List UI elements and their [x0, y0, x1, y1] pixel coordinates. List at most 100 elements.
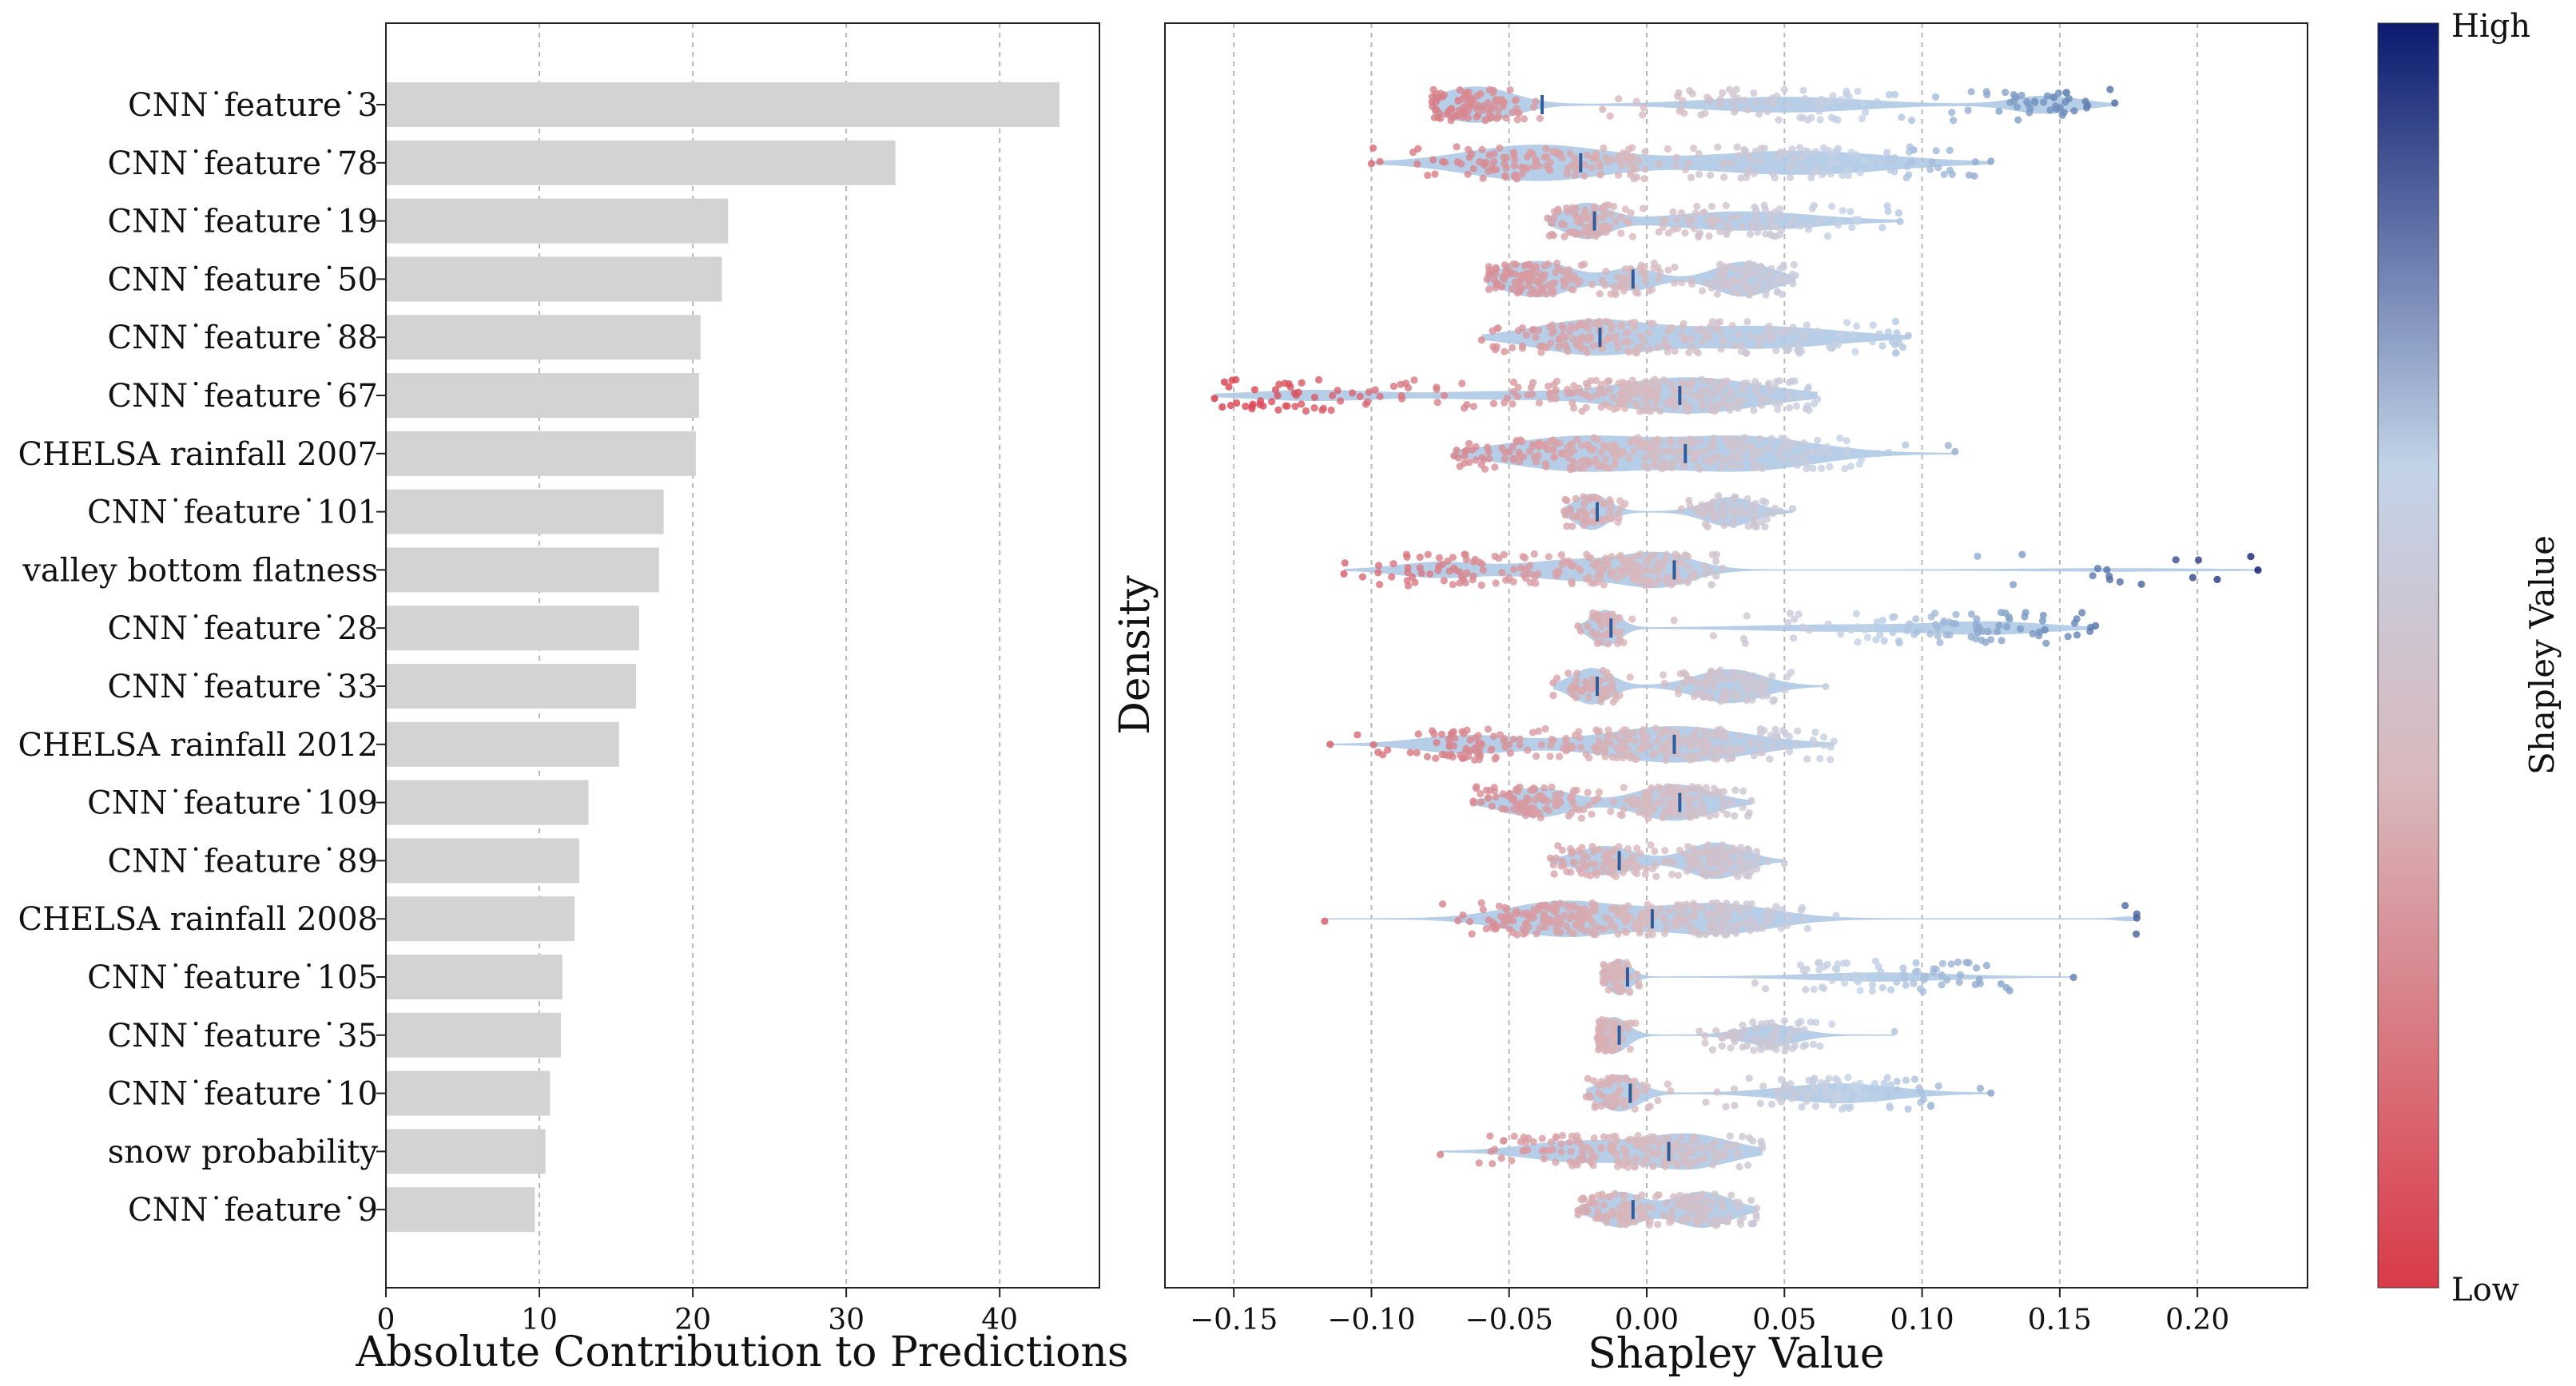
- shap-point: [1548, 219, 1556, 227]
- shap-point: [1751, 521, 1759, 529]
- shap-point: [1734, 212, 1742, 220]
- shap-point: [1454, 916, 1462, 925]
- shap-point: [1964, 106, 1972, 114]
- shap-point: [1315, 375, 1323, 384]
- shap-point: [1835, 221, 1843, 229]
- shap-point: [1635, 808, 1643, 816]
- shap-point: [1755, 264, 1763, 272]
- shap-point: [1630, 800, 1638, 808]
- shap-point: [1739, 918, 1748, 926]
- shap-point: [1686, 435, 1694, 443]
- shap-point: [1542, 145, 1550, 153]
- shap-point: [1934, 632, 1942, 640]
- shap-point: [1702, 931, 1710, 939]
- shap-point: [1704, 377, 1712, 385]
- shap-point: [1787, 1094, 1795, 1102]
- shap-point: [1677, 1134, 1685, 1142]
- shap-point: [1712, 550, 1720, 558]
- shap-point: [1731, 264, 1739, 272]
- shap-point: [1701, 1032, 1709, 1040]
- shap-point: [1750, 169, 1758, 177]
- shap-point: [1577, 814, 1585, 822]
- shap-point: [1511, 278, 1519, 286]
- shap-point: [1684, 1213, 1691, 1221]
- shap-point: [1525, 447, 1534, 455]
- bar-x-tick-label: 30: [828, 1304, 865, 1336]
- shap-point: [1752, 98, 1760, 107]
- shap-point: [1984, 628, 1992, 636]
- shap-point: [1749, 1018, 1757, 1027]
- shap-point: [1890, 90, 1899, 98]
- bar-category-label: CNN˙feature˙105: [87, 959, 378, 996]
- shap-point: [1827, 344, 1835, 352]
- shap-point: [1627, 208, 1635, 217]
- shap-point: [1640, 576, 1648, 584]
- shap-point: [1907, 157, 1915, 165]
- shap-point: [1579, 333, 1587, 341]
- shap-point: [1585, 693, 1593, 701]
- shap-point: [1664, 798, 1672, 806]
- shap-point: [1644, 801, 1652, 809]
- shap-point: [1669, 459, 1677, 467]
- shap-point: [1851, 216, 1858, 224]
- shap-point: [1798, 1103, 1806, 1111]
- shap-point: [2021, 609, 2029, 617]
- shap-point: [1686, 86, 1694, 95]
- shap-point: [1677, 209, 1686, 217]
- shap-point: [1525, 1134, 1532, 1142]
- shap-point: [1760, 201, 1768, 209]
- shap-point: [1639, 111, 1647, 119]
- shap-point: [1723, 230, 1731, 238]
- shap-point: [1641, 378, 1649, 386]
- shap-point: [1603, 848, 1611, 856]
- shap-point: [1375, 562, 1383, 570]
- shap-point: [1843, 1090, 1851, 1098]
- shap-point: [2039, 611, 2047, 619]
- shap-point: [1663, 550, 1671, 558]
- shap-point: [1397, 380, 1405, 388]
- shap-point: [1718, 794, 1726, 802]
- shap-point: [1541, 459, 1549, 468]
- shap-point: [1644, 907, 1652, 915]
- shap-point: [1543, 162, 1551, 170]
- shap-point: [1919, 987, 1927, 995]
- shap-point: [1291, 403, 1299, 411]
- shap-point: [1281, 379, 1289, 387]
- shap-point: [1440, 577, 1448, 585]
- shap-point: [1851, 971, 1859, 979]
- shap-point: [1762, 97, 1770, 105]
- shap-point: [1868, 338, 1877, 346]
- shap-point: [1340, 570, 1348, 578]
- shap-point: [1668, 324, 1676, 332]
- shap-point: [1598, 1015, 1606, 1023]
- shap-point: [1540, 796, 1548, 804]
- shap-point: [1810, 985, 1818, 994]
- shap-point: [1640, 810, 1648, 818]
- shap-point: [1818, 464, 1826, 473]
- shap-point: [1250, 386, 1258, 394]
- shap-point: [1580, 507, 1588, 515]
- shap-point: [1616, 497, 1624, 505]
- shap-point: [1713, 669, 1721, 677]
- shap-point: [1779, 455, 1787, 464]
- shap-point: [1807, 173, 1815, 182]
- shap-point: [1601, 753, 1609, 761]
- shap-point: [2006, 987, 2013, 995]
- shap-point: [1700, 1203, 1708, 1211]
- shap-point: [1656, 905, 1664, 913]
- shap-point: [1804, 383, 1812, 391]
- shap-point: [1492, 579, 1500, 587]
- shap-point: [1791, 440, 1799, 448]
- shap-point: [1755, 110, 1763, 118]
- shap-point: [1561, 334, 1569, 342]
- shap-point: [2254, 566, 2262, 574]
- shap-point: [1594, 1208, 1602, 1216]
- shap-point: [1712, 572, 1720, 580]
- shap-point: [1944, 442, 1952, 450]
- shap-point: [1464, 170, 1472, 178]
- shap-point: [1762, 509, 1770, 518]
- shap-point: [1707, 202, 1715, 210]
- shap-point: [1597, 569, 1605, 578]
- shap-point: [1727, 1028, 1735, 1037]
- shap-point: [1636, 562, 1644, 570]
